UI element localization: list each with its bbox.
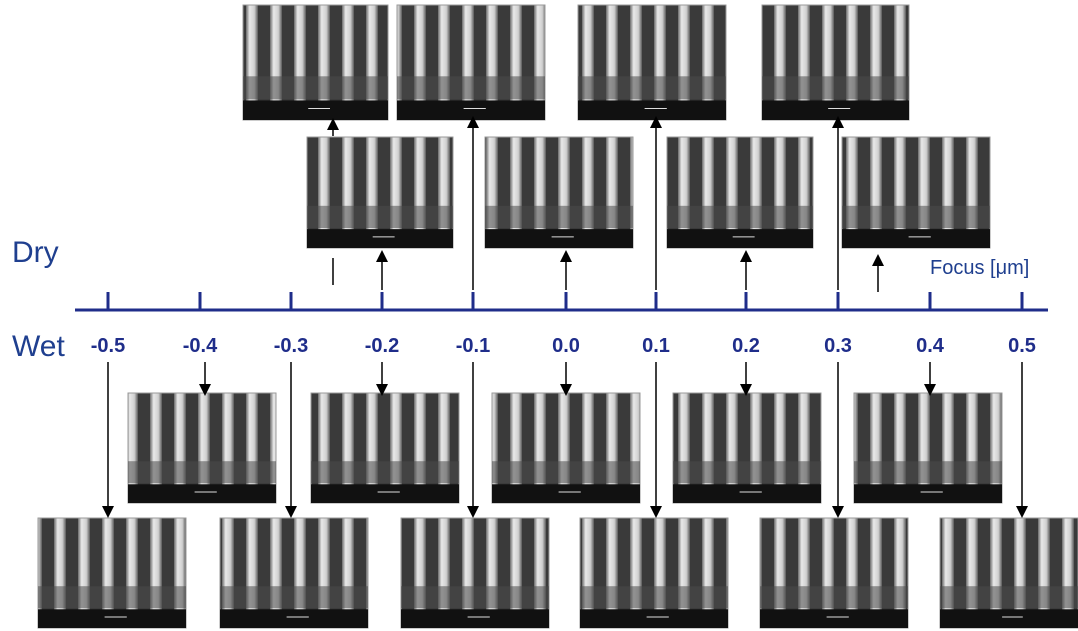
sem-trench [401, 586, 549, 608]
diagram: Dry Wet Focus [μm] -0.5 -0.4 -0.3 -0.2 -0.1 0… [0, 0, 1078, 631]
sem-image [762, 5, 909, 120]
sem-trench [940, 586, 1078, 608]
sem-info-bar [667, 229, 813, 248]
sem-image [673, 393, 821, 503]
tick-label: 0.5 [1008, 335, 1036, 357]
sem-trench [485, 206, 633, 228]
sem-info-bar [397, 100, 545, 120]
sem-info-bar [842, 229, 990, 248]
sem-trench [38, 586, 186, 608]
sem-image [401, 518, 549, 628]
tick-label: 0.3 [824, 335, 852, 357]
tick-label: -0.5 [91, 335, 125, 357]
tick-label: -0.1 [456, 335, 490, 357]
tick-label: -0.3 [274, 335, 308, 357]
sem-trench [667, 206, 813, 228]
sem-trench [842, 206, 990, 228]
sem-image [220, 518, 368, 628]
sem-image [128, 393, 276, 503]
tick-label: -0.4 [183, 335, 218, 357]
sem-trench [580, 586, 728, 608]
sem-image [842, 137, 990, 248]
sem-trench [220, 586, 368, 608]
sem-info-bar [940, 609, 1078, 628]
sem-image [397, 5, 545, 120]
sem-info-bar [492, 484, 640, 503]
sem-info-bar [485, 229, 633, 248]
sem-image [940, 518, 1078, 628]
sem-info-bar [311, 484, 459, 503]
sem-trench [128, 461, 276, 483]
dry-label: Dry [12, 236, 59, 269]
sem-trench [854, 461, 1002, 483]
sem-image [38, 518, 186, 628]
sem-trench [673, 461, 821, 483]
tick-label: 0.1 [642, 335, 670, 357]
sem-image [243, 5, 388, 120]
sem-trench [578, 76, 726, 99]
sem-image [667, 137, 813, 248]
sem-image [854, 393, 1002, 503]
sem-image [485, 137, 633, 248]
sem-image [578, 5, 726, 120]
sem-trench [492, 461, 640, 483]
sem-info-bar [762, 100, 909, 120]
sem-trench [760, 586, 908, 608]
sem-info-bar [307, 229, 453, 248]
tick-label: -0.2 [365, 335, 399, 357]
tick-label: 0.4 [916, 335, 945, 357]
sem-info-bar [220, 609, 368, 628]
sem-image [307, 137, 453, 248]
sem-image [580, 518, 728, 628]
sem-info-bar [580, 609, 728, 628]
sem-info-bar [760, 609, 908, 628]
sem-trench [397, 76, 545, 99]
sem-trench [762, 76, 909, 99]
sem-image [760, 518, 908, 628]
axis-title: Focus [μm] [930, 257, 1029, 279]
tick-label: 0.2 [732, 335, 760, 357]
sem-trench [243, 76, 388, 99]
sem-image [311, 393, 459, 503]
sem-info-bar [243, 100, 388, 120]
sem-info-bar [38, 609, 186, 628]
sem-info-bar [578, 100, 726, 120]
sem-trench [311, 461, 459, 483]
sem-info-bar [854, 484, 1002, 503]
sem-info-bar [128, 484, 276, 503]
sem-info-bar [673, 484, 821, 503]
sem-trench [307, 206, 453, 228]
wet-label: Wet [12, 330, 65, 363]
tick-label: 0.0 [552, 335, 580, 357]
sem-image [492, 393, 640, 503]
sem-info-bar [401, 609, 549, 628]
